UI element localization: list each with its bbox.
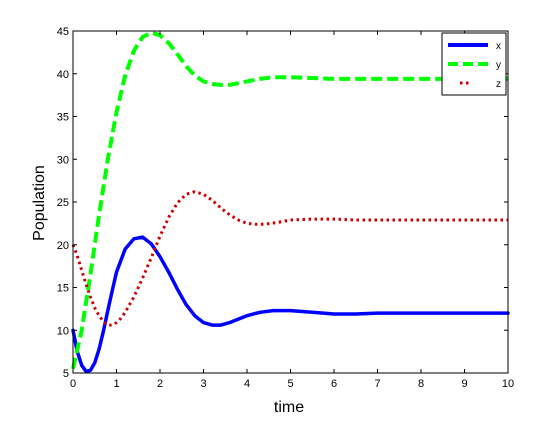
x-tick-label: 0 bbox=[70, 378, 76, 390]
x-tick-label: 10 bbox=[502, 378, 514, 390]
series-line-z bbox=[71, 190, 508, 327]
y-tick-label: 15 bbox=[57, 283, 69, 295]
y-tick-label: 20 bbox=[57, 240, 69, 252]
x-tick-label: 5 bbox=[287, 378, 293, 390]
y-tick-label: 5 bbox=[63, 368, 69, 380]
y-tick-label: 40 bbox=[57, 69, 69, 81]
x-tick-label: 4 bbox=[244, 378, 250, 390]
y-axis-label: Population bbox=[31, 165, 48, 241]
series-line-x bbox=[71, 235, 510, 374]
x-axis-label: time bbox=[274, 399, 304, 416]
x-tick-label: 9 bbox=[461, 378, 467, 390]
legend: xyz bbox=[441, 32, 507, 96]
y-tick-label: 25 bbox=[57, 197, 69, 209]
y-tick-label: 35 bbox=[57, 112, 69, 124]
x-tick-label: 2 bbox=[157, 378, 163, 390]
series-line-y bbox=[71, 30, 508, 370]
legend-label-y: y bbox=[496, 60, 501, 71]
y-tick-label: 45 bbox=[57, 26, 69, 38]
x-tick-label: 6 bbox=[331, 378, 337, 390]
y-tick-label: 10 bbox=[57, 325, 69, 337]
plot-area bbox=[73, 31, 508, 373]
x-tick-label: 7 bbox=[374, 378, 380, 390]
x-tick-label: 3 bbox=[200, 378, 206, 390]
x-tick-label: 8 bbox=[418, 378, 424, 390]
legend-label-z: z bbox=[496, 79, 501, 90]
x-tick-label: 1 bbox=[113, 378, 119, 390]
legend-label-x: x bbox=[496, 41, 501, 52]
y-tick-label: 30 bbox=[57, 154, 69, 166]
